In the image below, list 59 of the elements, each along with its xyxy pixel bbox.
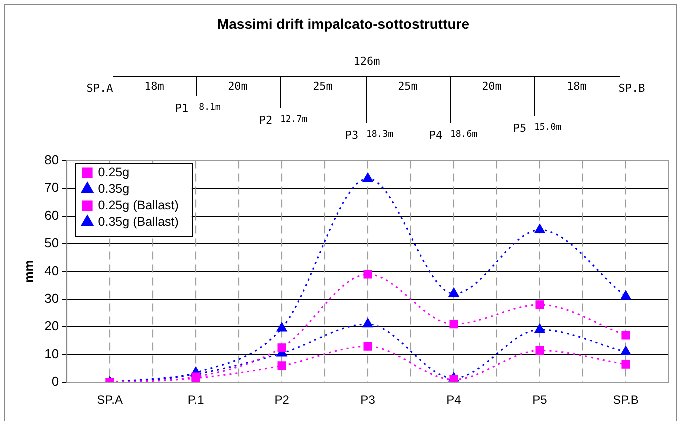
y-tick-label: 20 xyxy=(44,318,60,334)
text: 15.0m xyxy=(534,123,562,133)
point xyxy=(622,331,630,340)
point xyxy=(362,318,374,328)
text: P2 xyxy=(259,114,273,127)
y-tick-label: 50 xyxy=(44,236,60,251)
x-tick-label: P2 xyxy=(274,393,290,408)
point xyxy=(620,290,632,300)
legend-label: 0.25g (Ballast) xyxy=(98,198,179,213)
text: 25m xyxy=(398,80,418,93)
text: 20m xyxy=(228,80,248,93)
text: 18.3m xyxy=(366,130,394,140)
legend-label: 0.35g (Ballast) xyxy=(98,215,179,230)
text: 20m xyxy=(482,80,502,93)
text: P1 xyxy=(175,102,189,115)
y-tick-label: 10 xyxy=(44,346,60,362)
x-tick-label: P.1 xyxy=(188,393,205,408)
y-tick-label: 80 xyxy=(44,152,60,168)
y-tick-label: 30 xyxy=(44,291,60,306)
y-tick-label: 0 xyxy=(52,374,60,390)
point xyxy=(278,362,286,370)
text: 8.1m xyxy=(199,103,221,113)
point xyxy=(622,360,630,369)
point xyxy=(534,224,546,234)
x-tick-label: SP.B xyxy=(613,393,639,408)
text: 126m xyxy=(354,55,380,68)
text: 12.7m xyxy=(280,115,308,125)
point xyxy=(620,346,632,356)
point xyxy=(536,346,544,355)
point xyxy=(362,173,374,182)
x-tick-label: P3 xyxy=(360,393,376,408)
text: SP.A xyxy=(86,82,114,95)
point xyxy=(278,344,286,352)
point xyxy=(450,376,458,383)
y-tick-label: 60 xyxy=(44,208,60,223)
chart-title: Massimi drift impalcato-sottostrutture xyxy=(216,16,471,32)
y-axis-title: mm xyxy=(21,260,36,284)
text: SP.B xyxy=(618,82,646,95)
x-tick-label: SP.A xyxy=(97,393,123,408)
point xyxy=(276,322,288,332)
text: P5 xyxy=(513,122,527,135)
point xyxy=(536,300,544,310)
y-tick-label: 40 xyxy=(44,263,60,278)
text: 25m xyxy=(313,80,333,93)
text: 18m xyxy=(144,80,164,93)
point xyxy=(364,342,372,351)
text: 18.6m xyxy=(450,130,478,140)
text: P3 xyxy=(345,129,359,142)
point xyxy=(450,320,458,329)
text: 18m xyxy=(567,80,587,93)
x-tick-label: P4 xyxy=(446,393,462,408)
point xyxy=(534,324,546,334)
x-tick-label: P5 xyxy=(532,393,548,408)
legend-label: 0.25g xyxy=(98,166,130,180)
legend-label: 0.35g xyxy=(98,182,130,196)
point xyxy=(364,270,372,279)
y-tick-label: 70 xyxy=(44,180,60,196)
text: P4 xyxy=(429,129,443,142)
point xyxy=(448,288,460,298)
